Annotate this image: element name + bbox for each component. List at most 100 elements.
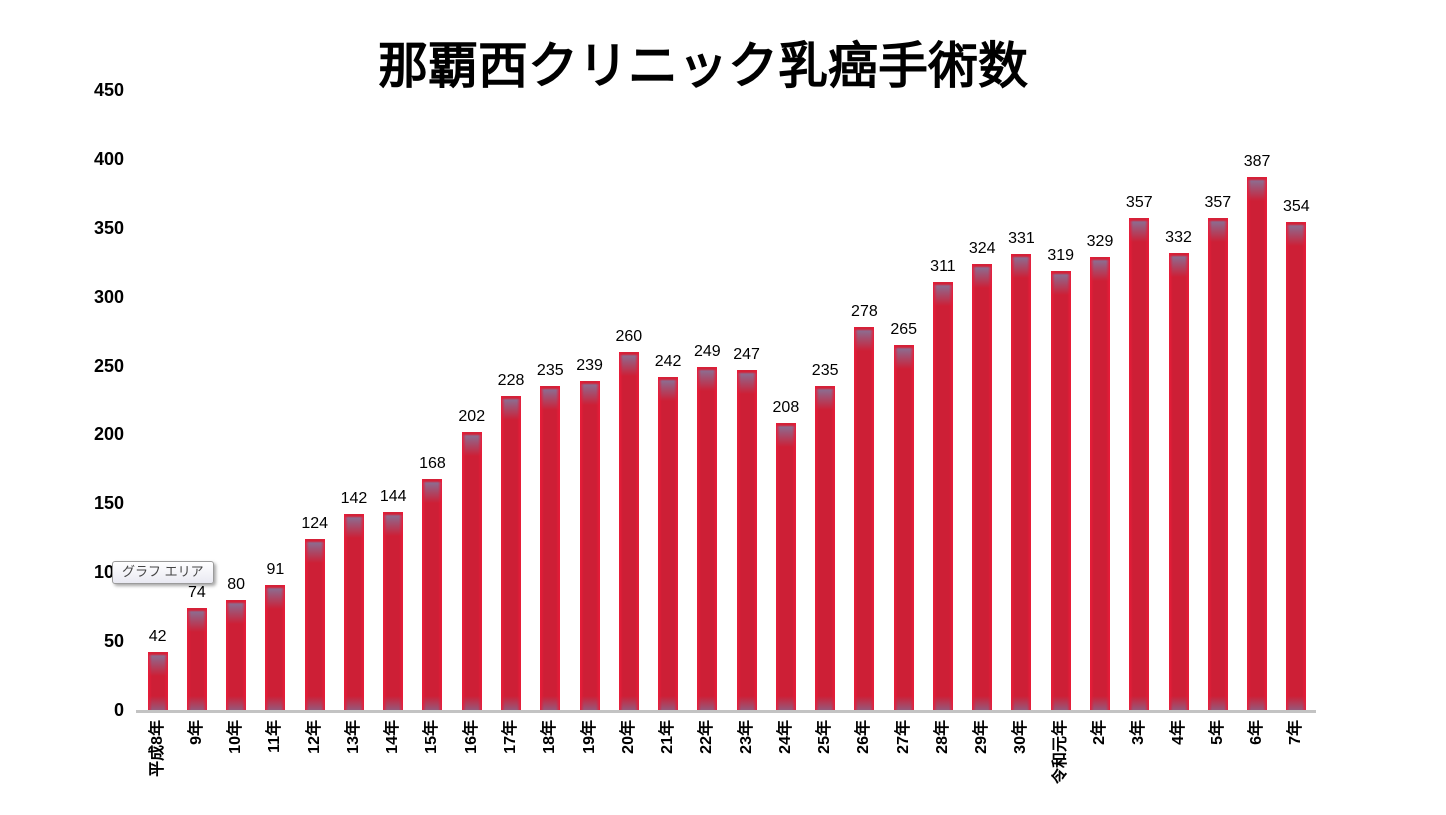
- bar[interactable]: [226, 599, 247, 710]
- x-axis-category-label: 令和元年: [1051, 720, 1069, 785]
- bar-slot: 42 平成8年: [138, 90, 177, 777]
- bar[interactable]: [1129, 218, 1150, 710]
- bar[interactable]: [1168, 252, 1189, 710]
- bar[interactable]: [1286, 222, 1307, 710]
- bar[interactable]: [343, 514, 364, 710]
- bar-value-label: 228: [497, 371, 525, 389]
- bar-slot: 239 19年: [570, 90, 609, 754]
- y-axis-tick-label: 350: [93, 217, 124, 238]
- bar-value-label: 249: [693, 342, 721, 360]
- bar-value-label: 331: [1008, 229, 1035, 247]
- bar-value-label: 332: [1165, 228, 1192, 246]
- x-axis-category-label: 25年: [816, 720, 834, 754]
- bar-value-label: 311: [930, 257, 956, 275]
- bar[interactable]: [854, 326, 875, 710]
- y-axis-tick-label: 150: [93, 493, 124, 514]
- bar-slot: 311 28年: [923, 90, 962, 754]
- bar[interactable]: [186, 608, 207, 710]
- bar[interactable]: [893, 344, 914, 710]
- bar-value-label: 74: [187, 584, 206, 602]
- bar-slot: 278 26年: [845, 90, 884, 754]
- bar-value-label: 124: [301, 515, 329, 533]
- bar[interactable]: [1247, 176, 1268, 710]
- x-axis-category-label: 29年: [973, 720, 991, 754]
- x-axis-category-label: 15年: [423, 720, 441, 754]
- bar[interactable]: [461, 431, 482, 710]
- bar[interactable]: [265, 584, 286, 710]
- x-axis-category-label: 14年: [384, 720, 402, 754]
- bar[interactable]: [658, 376, 679, 710]
- x-axis-category-label: 11年: [266, 720, 284, 753]
- x-axis-category-label: 7年: [1287, 720, 1305, 745]
- bar-value-label: 265: [890, 320, 918, 338]
- bar-value-label: 357: [1204, 194, 1232, 212]
- y-axis-tick-label: 0: [113, 700, 124, 720]
- bar-slot: 357 5年: [1198, 90, 1237, 745]
- plot-area[interactable]: 42 平成8年 74 9年 80 10年 91 11年 124 12年 142 13年 144 14年 16…: [138, 90, 1316, 785]
- bar[interactable]: [618, 351, 639, 710]
- bar-value-label: 247: [733, 345, 760, 363]
- x-axis-category-label: 2年: [1091, 720, 1108, 745]
- bar-slot: 235 25年: [806, 90, 845, 754]
- bar[interactable]: [736, 369, 757, 710]
- y-axis-tick-label: 250: [93, 355, 124, 376]
- bar-slot: 354 7年: [1277, 90, 1316, 745]
- bar-value-label: 202: [458, 407, 486, 425]
- bar-value-label: 235: [811, 362, 839, 380]
- chart-area-tooltip: グラフ エリア: [112, 561, 214, 584]
- bar[interactable]: [147, 652, 168, 710]
- bar[interactable]: [1011, 253, 1032, 710]
- bar-slot: 319 令和元年: [1041, 90, 1080, 785]
- bar[interactable]: [501, 395, 522, 710]
- y-axis-tick-label: 400: [93, 148, 124, 169]
- bar[interactable]: [1050, 270, 1071, 710]
- bar-slot: 235 18年: [531, 90, 570, 754]
- x-axis-category-label: 9年: [187, 720, 205, 745]
- bar-value-label: 235: [536, 362, 564, 380]
- x-axis-category-label: 平成8年: [148, 720, 166, 777]
- x-axis-category-label: 17年: [502, 720, 520, 754]
- bar[interactable]: [579, 380, 600, 710]
- chart-title: 那覇西クリニック乳癌手術数: [378, 38, 1028, 94]
- bar-slot: 331 30年: [1002, 90, 1041, 754]
- bar[interactable]: [815, 386, 836, 710]
- bar-slot: 208 24年: [766, 90, 805, 753]
- bar-value-label: 329: [1086, 232, 1114, 250]
- bar-slot: 324 29年: [963, 90, 1002, 754]
- bar-slot: 168 15年: [413, 90, 452, 754]
- y-axis-tick-label: 450: [93, 80, 124, 100]
- bar-slot: 332 4年: [1159, 90, 1198, 745]
- bar[interactable]: [422, 478, 443, 710]
- bar-value-label: 242: [654, 352, 682, 370]
- bar-value-label: 319: [1047, 246, 1075, 264]
- x-axis-category-label: 30年: [1012, 720, 1030, 754]
- x-axis-category-label: 10年: [227, 720, 245, 754]
- y-axis-tick-label: 50: [103, 631, 124, 652]
- bar[interactable]: [697, 366, 718, 710]
- bar-slot: 247 23年: [727, 90, 766, 754]
- bar[interactable]: [383, 511, 404, 710]
- x-axis-category-label: 27年: [894, 720, 912, 754]
- bar-value-label: 144: [379, 487, 407, 505]
- bar[interactable]: [1207, 218, 1228, 710]
- bar-value-label: 80: [227, 575, 246, 593]
- bar-slot: 202 16年: [452, 90, 491, 754]
- bar[interactable]: [304, 539, 325, 710]
- chart-area-tooltip-label: グラフ エリア: [122, 564, 204, 579]
- bar-slot: 357 3年: [1120, 90, 1159, 745]
- x-axis-category-label: 12年: [305, 720, 323, 754]
- bar-slot: 329 2年: [1080, 90, 1119, 745]
- bar[interactable]: [775, 423, 796, 710]
- bar-slot: 144 14年: [374, 90, 413, 754]
- x-axis-category-label: 23年: [737, 720, 755, 754]
- bar[interactable]: [1090, 256, 1110, 710]
- bar[interactable]: [972, 263, 993, 710]
- bar-value-label: 168: [419, 454, 446, 472]
- bar[interactable]: [932, 281, 953, 710]
- bar-value-label: 387: [1243, 152, 1271, 170]
- bar-value-label: 354: [1282, 198, 1310, 216]
- bar[interactable]: [540, 386, 561, 710]
- x-axis-category-label: 19年: [580, 720, 598, 754]
- bar-slot: 260 20年: [609, 90, 648, 754]
